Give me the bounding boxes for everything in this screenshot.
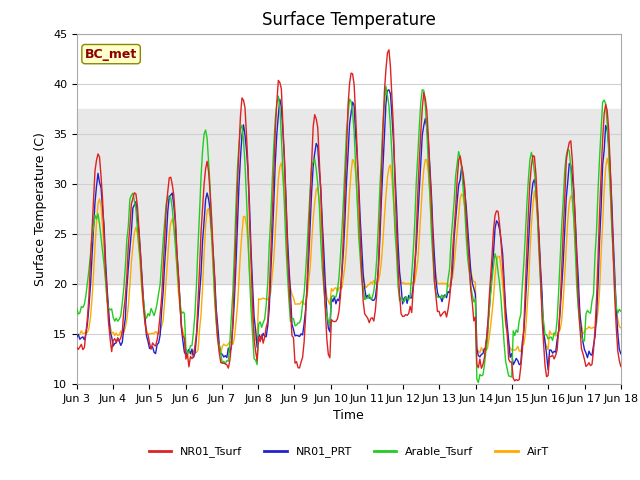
Title: Surface Temperature: Surface Temperature (262, 11, 436, 29)
Legend: NR01_Tsurf, NR01_PRT, Arable_Tsurf, AirT: NR01_Tsurf, NR01_PRT, Arable_Tsurf, AirT (145, 442, 553, 462)
Y-axis label: Surface Temperature (C): Surface Temperature (C) (35, 132, 47, 286)
Bar (77, 108, 621, 284)
Text: BC_met: BC_met (85, 48, 137, 60)
X-axis label: Time: Time (333, 409, 364, 422)
